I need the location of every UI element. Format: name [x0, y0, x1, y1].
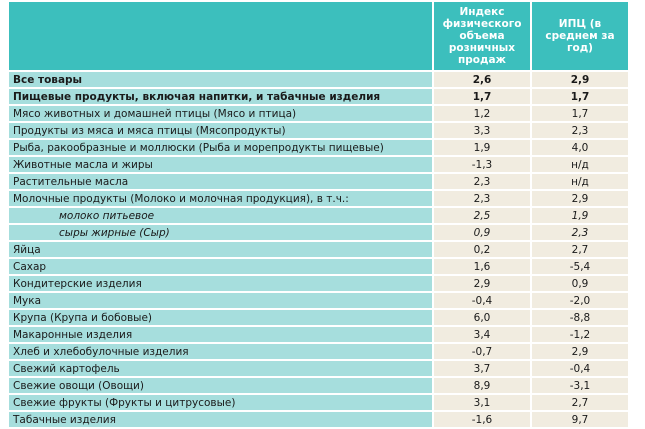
row-name-cell: Свежие фрукты (Фрукты и цитрусовые) — [9, 395, 432, 410]
table-row: Животные масла и жиры -1,3 н/д — [9, 157, 628, 172]
row-name-cell: Хлеб и хлебобулочные изделия — [9, 344, 432, 359]
table-row: Макаронные изделия 3,4 -1,2 — [9, 327, 628, 342]
table-row: Пищевые продукты, включая напитки, и таб… — [9, 89, 628, 104]
cpi-cell: 2,7 — [532, 242, 628, 257]
cpi-cell: -8,8 — [532, 310, 628, 325]
row-name-cell: Все товары — [9, 72, 432, 87]
cpi-cell: 1,9 — [532, 208, 628, 223]
retail-index-cell: 2,3 — [434, 191, 530, 206]
cpi-cell: 2,3 — [532, 123, 628, 138]
table-row: Рыба, ракообразные и моллюски (Рыба и мо… — [9, 140, 628, 155]
retail-index-cell: -0,4 — [434, 293, 530, 308]
row-name-cell: Животные масла и жиры — [9, 157, 432, 172]
retail-index-cell: -1,6 — [434, 412, 530, 427]
table-row: Сахар 1,6 -5,4 — [9, 259, 628, 274]
cpi-cell: -5,4 — [532, 259, 628, 274]
retail-index-cell: -1,3 — [434, 157, 530, 172]
cpi-cell: 2,7 — [532, 395, 628, 410]
retail-index-cell: -0,7 — [434, 344, 530, 359]
row-name-cell: Молочные продукты (Молоко и молочная про… — [9, 191, 432, 206]
cpi-cell: н/д — [532, 157, 628, 172]
row-name-cell: Свежий картофель — [9, 361, 432, 376]
cpi-cell: -3,1 — [532, 378, 628, 393]
retail-index-cell: 0,9 — [434, 225, 530, 240]
cpi-cell: н/д — [532, 174, 628, 189]
retail-index-cell: 0,2 — [434, 242, 530, 257]
retail-index-cell: 1,6 — [434, 259, 530, 274]
header-category — [9, 2, 432, 70]
cpi-cell: 2,3 — [532, 225, 628, 240]
table-row: Молочные продукты (Молоко и молочная про… — [9, 191, 628, 206]
cpi-cell: 0,9 — [532, 276, 628, 291]
cpi-cell: 2,9 — [532, 344, 628, 359]
row-name-cell: Пищевые продукты, включая напитки, и таб… — [9, 89, 432, 104]
retail-index-cell: 3,1 — [434, 395, 530, 410]
table-row: молоко питьевое 2,5 1,9 — [9, 208, 628, 223]
header-cpi: ИПЦ (в среднем за год) — [532, 2, 628, 70]
row-name-cell: Мясо животных и домашней птицы (Мясо и п… — [9, 106, 432, 121]
row-name-cell: молоко питьевое — [9, 208, 432, 223]
retail-index-cell: 2,9 — [434, 276, 530, 291]
retail-index-cell: 1,7 — [434, 89, 530, 104]
cpi-cell: -0,4 — [532, 361, 628, 376]
table-row: Крупа (Крупа и бобовые) 6,0 -8,8 — [9, 310, 628, 325]
cpi-cell: 2,9 — [532, 72, 628, 87]
retail-index-cell: 2,3 — [434, 174, 530, 189]
retail-index-cell: 2,5 — [434, 208, 530, 223]
cpi-cell: 9,7 — [532, 412, 628, 427]
row-name-cell: Кондитерские изделия — [9, 276, 432, 291]
row-name-cell: Рыба, ракообразные и моллюски (Рыба и мо… — [9, 140, 432, 155]
retail-index-cell: 1,2 — [434, 106, 530, 121]
cpi-cell: 1,7 — [532, 89, 628, 104]
cpi-cell: 2,9 — [532, 191, 628, 206]
table-row: Свежий картофель 3,7 -0,4 — [9, 361, 628, 376]
table-row: Хлеб и хлебобулочные изделия -0,7 2,9 — [9, 344, 628, 359]
cpi-cell: -1,2 — [532, 327, 628, 342]
row-name-cell: Табачные изделия — [9, 412, 432, 427]
retail-index-cell: 1,9 — [434, 140, 530, 155]
table-row: Растительные масла 2,3 н/д — [9, 174, 628, 189]
row-name-cell: Сахар — [9, 259, 432, 274]
table-row: Яйца 0,2 2,7 — [9, 242, 628, 257]
table-header-row: Индекс физического объема розничных прод… — [9, 2, 628, 70]
retail-index-cell: 3,3 — [434, 123, 530, 138]
table-row: Мясо животных и домашней птицы (Мясо и п… — [9, 106, 628, 121]
cpi-cell: 4,0 — [532, 140, 628, 155]
header-retail-index: Индекс физического объема розничных прод… — [434, 2, 530, 70]
row-name-cell: сыры жирные (Сыр) — [9, 225, 432, 240]
table-row: сыры жирные (Сыр) 0,9 2,3 — [9, 225, 628, 240]
row-name-cell: Растительные масла — [9, 174, 432, 189]
row-name-cell: Свежие овощи (Овощи) — [9, 378, 432, 393]
row-name-cell: Продукты из мяса и мяса птицы (Мясопроду… — [9, 123, 432, 138]
table-row: Все товары 2,6 2,9 — [9, 72, 628, 87]
table-row: Кондитерские изделия 2,9 0,9 — [9, 276, 628, 291]
table-row: Свежие фрукты (Фрукты и цитрусовые) 3,1 2,… — [9, 395, 628, 410]
retail-index-cell: 3,7 — [434, 361, 530, 376]
table-row: Мука -0,4 -2,0 — [9, 293, 628, 308]
table-row: Табачные изделия -1,6 9,7 — [9, 412, 628, 427]
retail-index-cell: 6,0 — [434, 310, 530, 325]
row-name-cell: Макаронные изделия — [9, 327, 432, 342]
cpi-cell: -2,0 — [532, 293, 628, 308]
table-body: Все товары 2,6 2,9 Пищевые продукты, включа… — [9, 72, 628, 427]
retail-index-cell: 3,4 — [434, 327, 530, 342]
row-name-cell: Крупа (Крупа и бобовые) — [9, 310, 432, 325]
row-name-cell: Мука — [9, 293, 432, 308]
row-name-cell: Яйца — [9, 242, 432, 257]
table-row: Продукты из мяса и мяса птицы (Мясопроду… — [9, 123, 628, 138]
table-row: Свежие овощи (Овощи) 8,9 -3,1 — [9, 378, 628, 393]
retail-index-cell: 2,6 — [434, 72, 530, 87]
retail-cpi-table: Индекс физического объема розничных прод… — [7, 0, 630, 429]
retail-index-cell: 8,9 — [434, 378, 530, 393]
cpi-cell: 1,7 — [532, 106, 628, 121]
data-table-container: Индекс физического объема розничных прод… — [7, 0, 630, 429]
